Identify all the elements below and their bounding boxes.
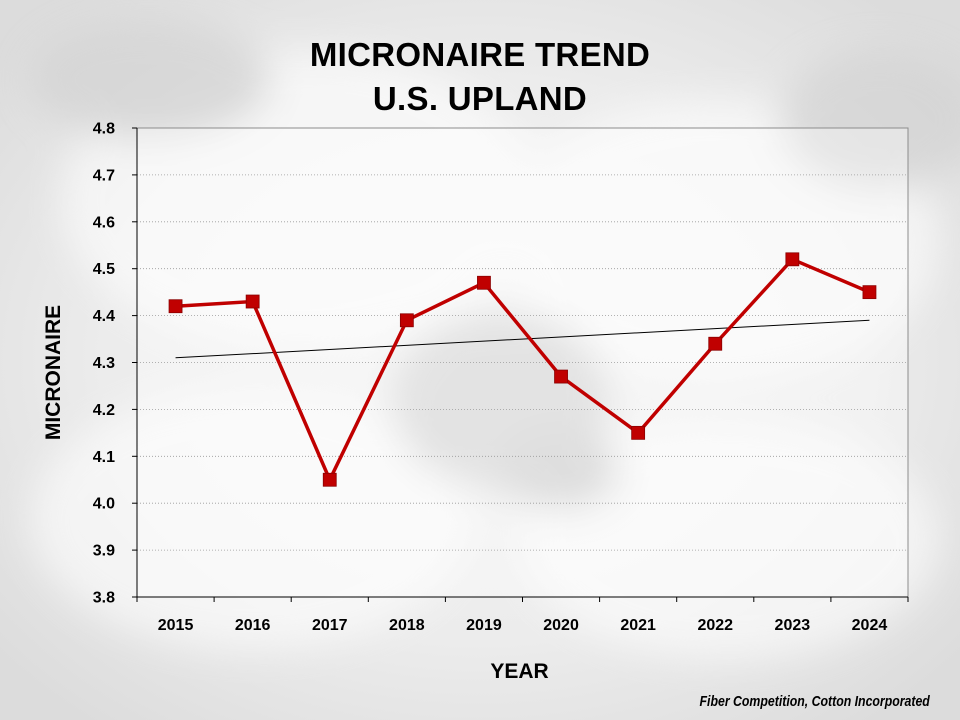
plot-area [136, 127, 909, 598]
data-point-2016 [245, 294, 260, 309]
data-point-2021 [631, 425, 646, 440]
data-point-2018 [399, 313, 414, 328]
trendline [175, 319, 870, 359]
x-tick-label: 2017 [312, 617, 348, 634]
grid-lines [137, 174, 908, 551]
x-tick-label: 2015 [158, 617, 194, 634]
chart-subtitle: U.S. UPLAND [372, 80, 588, 117]
x-tick-label: 2020 [543, 617, 579, 634]
data-point-2019 [477, 275, 491, 290]
y-tick-label: 4.2 [93, 402, 115, 419]
x-tick-label: 2018 [389, 617, 425, 634]
data-point-2015 [168, 299, 183, 314]
y-tick-label: 3.9 [93, 543, 115, 560]
data-point-2023 [785, 252, 800, 267]
x-tick-label: 2022 [697, 617, 733, 634]
y-tick-label: 4.6 [93, 214, 115, 231]
y-axis-title: MICRONAIRE [42, 305, 65, 440]
plot-background [137, 128, 908, 597]
x-axis-ticks: 2015 2016 2017 2018 2019 2020 2021 2022 2023 2024 [136, 597, 909, 634]
y-tick-label: 4.7 [93, 167, 115, 184]
y-tick-label: 4.0 [93, 496, 115, 513]
y-tick-label: 3.8 [93, 590, 115, 607]
y-tick-label: 4.3 [93, 355, 115, 372]
x-tick-label: 2021 [620, 617, 656, 634]
x-tick-label: 2023 [775, 617, 811, 634]
y-tick-label: 4.8 [93, 121, 115, 138]
data-point-2020 [554, 369, 568, 384]
x-tick-label: 2019 [466, 617, 502, 634]
x-tick-label: 2024 [852, 617, 888, 634]
trendline-group [175, 319, 870, 359]
data-point-2024 [862, 285, 877, 300]
data-point-2017 [322, 472, 337, 487]
y-tick-label: 4.5 [93, 261, 115, 278]
y-axis-ticks: 3.8 3.9 4.0 4.1 4.2 4.3 4.4 4.5 4.6 4.7 4.8 [93, 121, 137, 607]
y-tick-label: 4.1 [93, 449, 115, 466]
x-axis-title: YEAR [490, 660, 548, 683]
series-line [175, 257, 871, 484]
series-group [168, 252, 877, 487]
chart-title: MICRONAIRE TREND [309, 36, 651, 73]
source-credit: Fiber Competition, Cotton Incorporated [699, 693, 930, 710]
data-point-2022 [708, 336, 723, 351]
x-tick-label: 2016 [235, 617, 271, 634]
y-tick-label: 4.4 [93, 308, 115, 325]
